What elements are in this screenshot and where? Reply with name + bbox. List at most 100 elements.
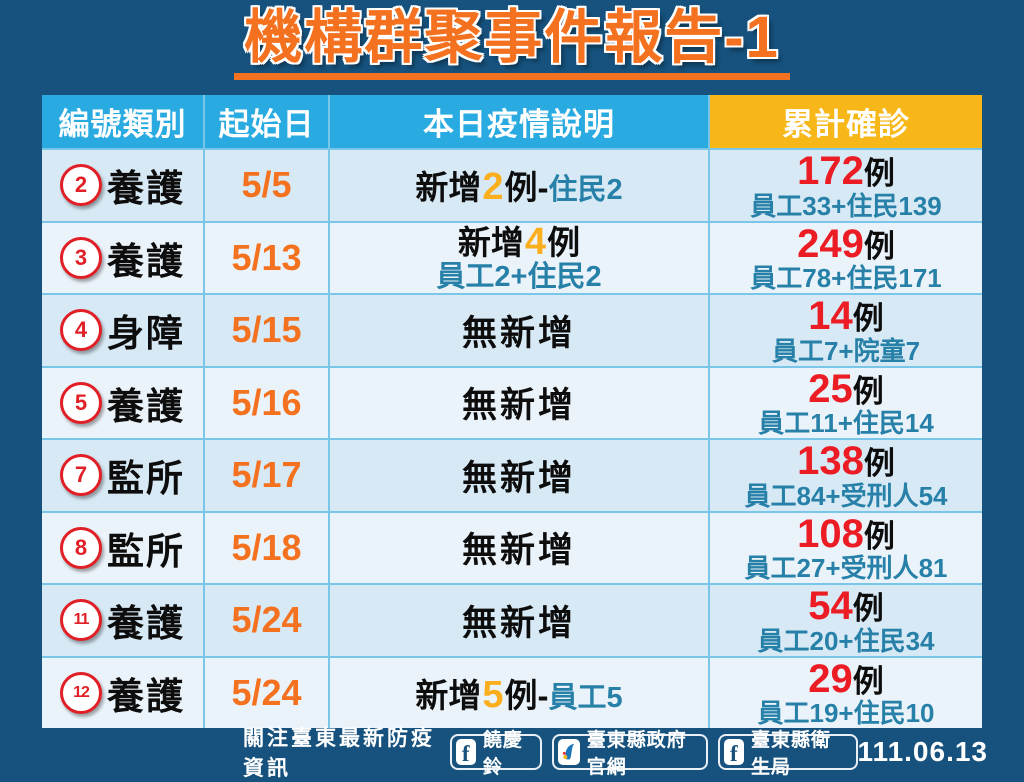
table-row-start-date-cell: 5/24 — [205, 657, 328, 728]
footer-links: f 饒慶鈴 臺東縣政府官網 f 臺東縣衛生局 — [449, 730, 858, 778]
page-title: 機構群聚事件報告-1 — [234, 4, 790, 81]
report-date: 111.06.13 — [857, 736, 988, 767]
case-number-badge: 3 — [60, 236, 102, 279]
cumulative-count-line: 54 例 — [808, 586, 884, 627]
column-header-daily-status: 本日疫情說明 — [330, 95, 708, 148]
status-separator: - — [537, 676, 549, 714]
status-no-new-cases: 無新增 — [461, 313, 576, 353]
cumulative-unit: 例 — [863, 228, 895, 264]
table-row-daily-status-cell: 新增 5 例 - 員工5 — [330, 657, 708, 728]
cumulative-count-line: 25 例 — [808, 366, 884, 411]
status-new-cases-line: 新增 5 例 - 員工5 — [415, 669, 622, 717]
start-date-value: 5/17 — [231, 454, 302, 496]
cumulative-unit: 例 — [863, 446, 895, 482]
cumulative-breakdown: 員工20+住民34 — [757, 625, 935, 656]
table-row-start-date-cell: 5/24 — [205, 585, 328, 656]
status-detail: 員工5 — [548, 681, 623, 714]
footer-link-badge[interactable]: f 饒慶鈴 — [449, 730, 542, 778]
cumulative-breakdown: 員工84+受刑人54 — [744, 480, 948, 511]
cumulative-count: 14 — [808, 294, 853, 339]
table-row-id-category-cell: 7 監所 — [42, 440, 203, 511]
status-new-cases-line: 新增 2 例 - 住民2 — [415, 161, 622, 209]
cumulative-count-line: 172 例 — [797, 151, 895, 192]
footer-bar: 關注臺東最新防疫資訊 f 饒慶鈴 臺東縣政府官網 f 臺東縣衛生局 111.06.13 — [0, 727, 1024, 780]
cumulative-breakdown: 員工7+院童7 — [771, 335, 921, 366]
footer-prompt-text: 關注臺東最新防疫資訊 — [243, 727, 435, 780]
cumulative-count-line: 29 例 — [808, 656, 884, 701]
case-number-badge: 11 — [60, 599, 102, 642]
table-row-daily-status-cell: 無新增 — [330, 295, 708, 366]
footer-link-badge[interactable]: 臺東縣政府官網 — [551, 730, 708, 778]
title-bar: 機構群聚事件報告-1 — [0, 0, 1024, 92]
table-row-start-date-cell: 5/13 — [205, 222, 328, 293]
cumulative-breakdown: 員工19+住民10 — [757, 698, 935, 729]
start-date-value: 5/16 — [231, 381, 302, 423]
cumulative-unit: 例 — [852, 591, 884, 627]
table-row-id-category-cell: 2 養護 — [42, 150, 203, 221]
table-row-id-category-cell: 12 養護 — [42, 657, 203, 728]
start-date-value: 5/15 — [231, 309, 302, 351]
column-header-start-date: 起始日 — [205, 95, 328, 148]
table-row-daily-status-cell: 無新增 — [330, 585, 708, 656]
taitung-county-logo-icon — [557, 739, 580, 765]
cumulative-count: 25 — [808, 366, 853, 411]
cumulative-count: 108 — [797, 511, 864, 556]
start-date-value: 5/24 — [231, 671, 302, 713]
status-detail: 住民2 — [548, 174, 623, 207]
status-unit: 例 — [504, 676, 538, 714]
table-row-cumulative-cell: 172 例員工33+住民139 — [710, 150, 982, 221]
footer-link-label: 饒慶鈴 — [482, 730, 523, 778]
table-row-start-date-cell: 5/16 — [205, 367, 328, 438]
status-detail: 員工2+住民2 — [436, 261, 602, 294]
status-unit: 例 — [547, 223, 581, 261]
category-label: 監所 — [107, 530, 185, 572]
cumulative-unit: 例 — [852, 663, 884, 699]
cumulative-breakdown: 員工78+住民171 — [750, 263, 942, 294]
start-date-value: 5/13 — [231, 236, 302, 278]
category-label: 養護 — [107, 603, 185, 645]
start-date-value: 5/24 — [231, 599, 302, 641]
start-date-value: 5/18 — [231, 526, 302, 568]
table-row-start-date-cell: 5/15 — [205, 295, 328, 366]
footer-link-badge[interactable]: f 臺東縣衛生局 — [717, 730, 858, 778]
table-row-daily-status-cell: 新增 2 例 - 住民2 — [330, 150, 708, 221]
table-row-cumulative-cell: 249 例員工78+住民171 — [710, 221, 982, 294]
table-row-daily-status-cell: 無新增 — [330, 440, 708, 511]
status-new-cases-line: 新增 4 例 — [458, 222, 581, 263]
cumulative-unit: 例 — [852, 373, 884, 409]
status-prefix: 新增 — [415, 676, 482, 714]
category-label: 養護 — [107, 675, 185, 717]
table-row-cumulative-cell: 14 例員工7+院童7 — [710, 295, 982, 366]
facebook-icon: f — [723, 739, 745, 765]
status-no-new-cases: 無新增 — [461, 531, 576, 571]
cumulative-count: 249 — [797, 221, 864, 266]
cumulative-count: 29 — [808, 656, 853, 701]
cumulative-count-line: 14 例 — [808, 296, 884, 337]
status-prefix: 新增 — [415, 169, 482, 207]
table-row-daily-status-cell: 新增 4 例員工2+住民2 — [330, 222, 708, 294]
category-label: 身障 — [107, 313, 185, 355]
case-number-badge: 12 — [60, 671, 102, 714]
footer-link-label: 臺東縣政府官網 — [586, 730, 687, 778]
table-row-start-date-cell: 5/5 — [205, 150, 328, 221]
cumulative-breakdown: 員工33+住民139 — [750, 190, 942, 221]
status-no-new-cases: 無新增 — [461, 603, 576, 643]
table-row-start-date-cell: 5/17 — [205, 440, 328, 511]
footer-link-label: 臺東縣衛生局 — [751, 730, 832, 778]
cumulative-count-line: 249 例 — [797, 221, 895, 266]
table-row-cumulative-cell: 25 例員工11+住民14 — [710, 366, 982, 439]
case-number-badge: 5 — [60, 381, 102, 424]
status-unit: 例 — [504, 169, 538, 207]
cumulative-count: 172 — [797, 149, 864, 194]
case-number-badge: 4 — [60, 309, 102, 352]
table-row-id-category-cell: 8 監所 — [42, 512, 203, 583]
table-row-cumulative-cell: 108 例員工27+受刑人81 — [710, 511, 982, 583]
table-row-cumulative-cell: 138 例員工84+受刑人54 — [710, 440, 982, 511]
case-number-badge: 7 — [60, 454, 102, 497]
table-row-daily-status-cell: 無新增 — [330, 512, 708, 583]
column-header-id-category: 編號類別 — [42, 95, 203, 148]
cumulative-breakdown: 員工11+住民14 — [758, 408, 934, 439]
cluster-report-table: 編號類別 起始日 本日疫情說明 累計確診 2 養護 5/5 新增 2 例 - 住民2 172 例員… — [42, 95, 982, 728]
table-row-id-category-cell: 4 身障 — [42, 295, 203, 366]
table-row-id-category-cell: 3 養護 — [42, 222, 203, 293]
